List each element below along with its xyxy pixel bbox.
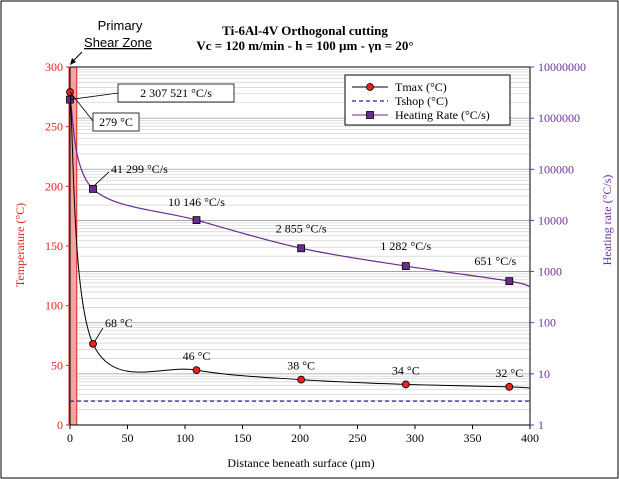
chart-title: Ti-6Al-4V Orthogonal cutting bbox=[222, 23, 388, 38]
heating-label: 2 307 521 °C/s bbox=[140, 86, 212, 100]
heating-point bbox=[297, 244, 306, 253]
y-tick-label: 200 bbox=[45, 179, 63, 193]
y2-tick-label: 100000 bbox=[538, 162, 574, 176]
heating-point bbox=[89, 185, 97, 193]
y2-tick-label: 10000 bbox=[538, 213, 568, 227]
y2-tick-label: 10000000 bbox=[538, 60, 586, 74]
x-tick-label: 400 bbox=[521, 431, 539, 445]
x-tick-label: 350 bbox=[464, 431, 482, 445]
y-tick-label: 100 bbox=[45, 299, 63, 313]
data-labels: 2 307 521 °C/s 279 °C 41 299 °C/s 10 146 °C… bbox=[69, 83, 523, 380]
zone-label-primary: Primary bbox=[98, 18, 143, 33]
heating-label-leader bbox=[69, 92, 119, 100]
tmax-label: 34 °C bbox=[392, 363, 420, 377]
series-layer bbox=[66, 88, 531, 402]
tmax-label: 68 °C bbox=[105, 316, 133, 330]
heating-point bbox=[505, 277, 514, 286]
y2-tick-label: 100 bbox=[538, 316, 556, 330]
axes: 0 50 100 150 200 250 300 350 400 0 50 100 150 200 250 3… bbox=[45, 60, 586, 445]
heating-label-box bbox=[117, 83, 235, 103]
heating-label: 41 299 °C/s bbox=[111, 162, 168, 176]
tmax-label-leader bbox=[69, 91, 94, 122]
tmax-label: 279 °C bbox=[99, 115, 133, 129]
tmax-point bbox=[401, 380, 410, 389]
legend-label-tshop: Tshop (°C) bbox=[395, 94, 448, 108]
heating-label: 2 855 °C/s bbox=[276, 221, 327, 235]
legend-label-heating: Heating Rate (°C/s) bbox=[395, 108, 490, 122]
legend-marker-tmax bbox=[366, 83, 374, 91]
y-tick-label: 50 bbox=[51, 358, 63, 372]
x-tick-label: 250 bbox=[349, 431, 367, 445]
heating-label: 1 282 °C/s bbox=[380, 239, 431, 253]
chart-subtitle: Vc = 120 m/min - h = 100 µm - γn = 20° bbox=[196, 38, 413, 53]
legend-marker-heating bbox=[366, 111, 374, 119]
heating-label: 651 °C/s bbox=[474, 254, 516, 268]
x-tick-label: 100 bbox=[176, 431, 194, 445]
heating-point bbox=[401, 262, 410, 270]
y-tick-label: 0 bbox=[57, 418, 63, 432]
zone-label-shear: Shear Zone bbox=[84, 35, 152, 50]
x-tick-label: 150 bbox=[234, 431, 252, 445]
heating-point bbox=[192, 216, 201, 225]
legend: Tmax (°C) Tshop (°C) Heating Rate (°C/s) bbox=[344, 74, 511, 126]
zone-pointer-head bbox=[70, 58, 76, 65]
tmax-label: 38 °C bbox=[287, 359, 315, 373]
tmax-label-box bbox=[92, 112, 140, 132]
tmax-label: 32 °C bbox=[495, 366, 523, 380]
x-tick-label: 300 bbox=[406, 431, 424, 445]
heating-label: 10 146 °C/s bbox=[168, 195, 225, 209]
y-axis-label: Temperature (°C) bbox=[13, 203, 27, 287]
tmax-point bbox=[505, 382, 514, 391]
series-tmax-line bbox=[69, 92, 531, 389]
x-axis-label: Distance beneath surface (µm) bbox=[227, 456, 374, 470]
x-tick-label: 0 bbox=[67, 431, 73, 445]
y-tick-label: 300 bbox=[45, 60, 63, 74]
y-tick-label: 150 bbox=[45, 239, 63, 253]
y-tick-label: 250 bbox=[45, 120, 63, 134]
tmax-point bbox=[192, 366, 201, 375]
legend-label-tmax: Tmax (°C) bbox=[395, 80, 447, 94]
tmax-label: 46 °C bbox=[183, 349, 211, 363]
grid bbox=[70, 69, 530, 426]
y2-tick-label: 10 bbox=[538, 367, 550, 381]
y2-tick-label: 1000 bbox=[538, 265, 562, 279]
y2-axis-label: Heating rate (°C/s) bbox=[600, 175, 614, 266]
tmax-label-leader bbox=[94, 327, 104, 342]
x-tick-label: 200 bbox=[291, 431, 309, 445]
y2-tick-label: 1000000 bbox=[538, 111, 580, 125]
x-tick-label: 50 bbox=[122, 431, 134, 445]
tmax-point bbox=[297, 375, 306, 384]
heating-label-leader bbox=[94, 171, 110, 186]
tmax-point bbox=[89, 339, 97, 348]
y2-tick-label: 1 bbox=[538, 418, 544, 432]
